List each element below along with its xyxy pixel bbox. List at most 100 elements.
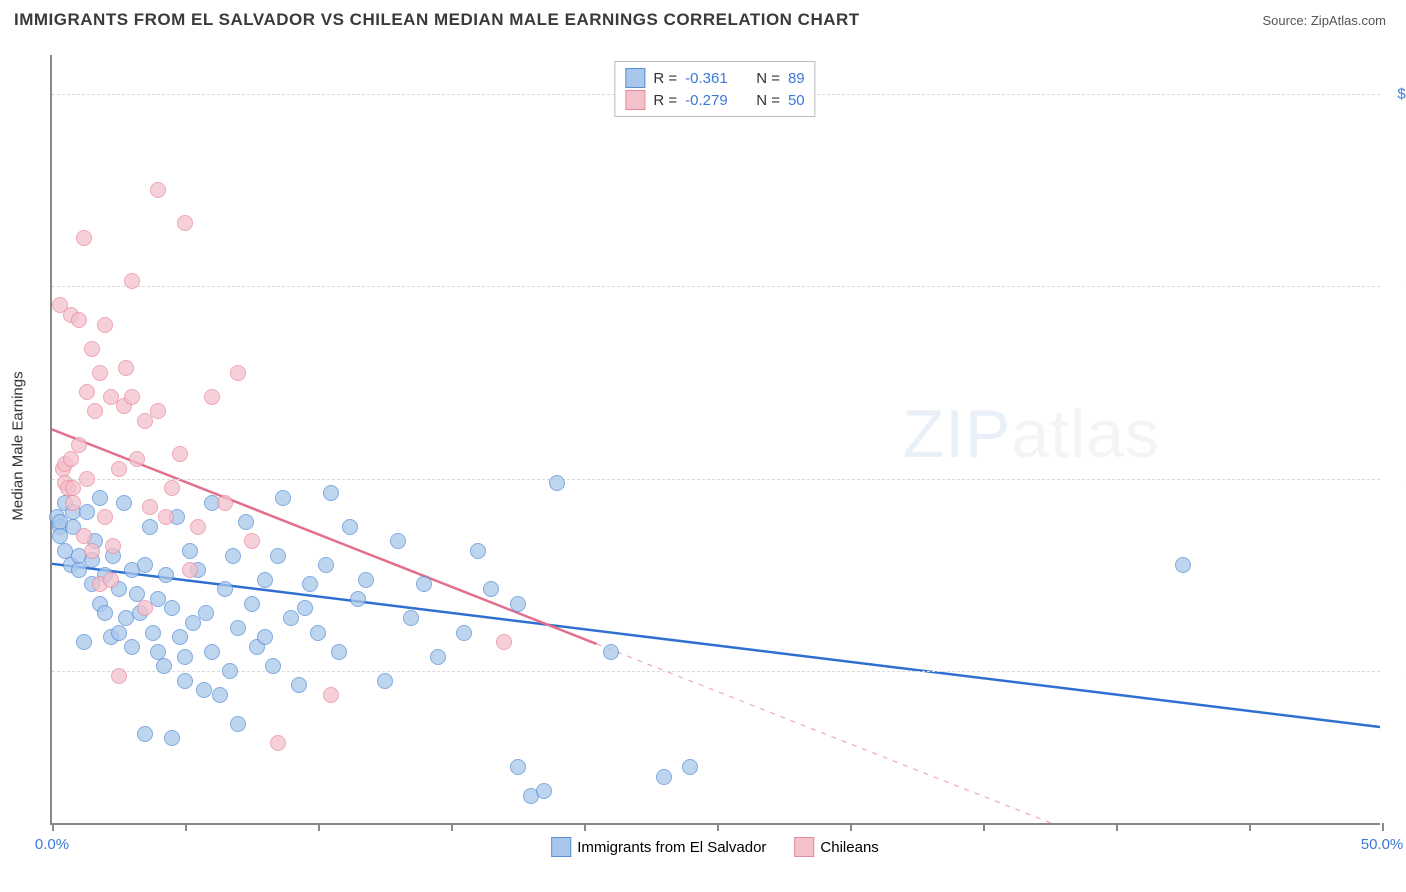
data-point <box>318 557 334 573</box>
data-point <box>137 557 153 573</box>
data-point <box>158 567 174 583</box>
data-point <box>97 317 113 333</box>
legend-stats: R = -0.361 N = 89R = -0.279 N = 50 <box>614 61 815 117</box>
data-point <box>204 644 220 660</box>
data-point <box>510 596 526 612</box>
y-tick-label: $60,000 <box>1388 470 1406 487</box>
data-point <box>496 634 512 650</box>
data-point <box>172 446 188 462</box>
data-point <box>87 403 103 419</box>
legend-label: Chileans <box>820 839 878 856</box>
data-point <box>97 605 113 621</box>
x-tick <box>1382 823 1384 831</box>
x-tick <box>1116 823 1118 831</box>
data-point <box>238 514 254 530</box>
data-point <box>390 533 406 549</box>
data-point <box>150 403 166 419</box>
source-label: Source: ZipAtlas.com <box>1262 13 1386 28</box>
data-point <box>265 658 281 674</box>
data-point <box>342 519 358 535</box>
data-point <box>156 658 172 674</box>
y-tick-label: $80,000 <box>1388 278 1406 295</box>
data-point <box>164 730 180 746</box>
data-point <box>145 625 161 641</box>
data-point <box>217 581 233 597</box>
data-point <box>142 499 158 515</box>
data-point <box>204 389 220 405</box>
data-point <box>656 769 672 785</box>
x-tick-label: 0.0% <box>35 836 69 853</box>
data-point <box>270 735 286 751</box>
x-tick <box>318 823 320 831</box>
data-point <box>71 312 87 328</box>
legend-swatch <box>625 68 645 88</box>
chart-title: IMMIGRANTS FROM EL SALVADOR VS CHILEAN M… <box>14 10 860 30</box>
data-point <box>124 273 140 289</box>
data-point <box>331 644 347 660</box>
legend-item: Immigrants from El Salvador <box>551 837 766 857</box>
data-point <box>84 543 100 559</box>
data-point <box>118 360 134 376</box>
data-point <box>103 572 119 588</box>
legend-label: Immigrants from El Salvador <box>577 839 766 856</box>
x-tick <box>717 823 719 831</box>
x-tick <box>584 823 586 831</box>
data-point <box>76 634 92 650</box>
data-point <box>137 600 153 616</box>
data-point <box>198 605 214 621</box>
data-point <box>682 759 698 775</box>
data-point <box>177 673 193 689</box>
data-point <box>350 591 366 607</box>
data-point <box>470 543 486 559</box>
data-point <box>430 649 446 665</box>
data-point <box>310 625 326 641</box>
data-point <box>302 576 318 592</box>
data-point <box>150 182 166 198</box>
data-point <box>549 475 565 491</box>
data-point <box>225 548 241 564</box>
gridline <box>52 671 1380 672</box>
data-point <box>603 644 619 660</box>
data-point <box>217 495 233 511</box>
data-point <box>244 533 260 549</box>
legend-swatch <box>625 90 645 110</box>
data-point <box>416 576 432 592</box>
data-point <box>182 543 198 559</box>
data-point <box>116 495 132 511</box>
legend-item: Chileans <box>794 837 878 857</box>
y-tick-label: $40,000 <box>1388 663 1406 680</box>
x-tick <box>983 823 985 831</box>
data-point <box>79 504 95 520</box>
data-point <box>230 716 246 732</box>
data-point <box>230 620 246 636</box>
data-point <box>275 490 291 506</box>
data-point <box>158 509 174 525</box>
data-point <box>142 519 158 535</box>
data-point <box>111 668 127 684</box>
data-point <box>297 600 313 616</box>
data-point <box>403 610 419 626</box>
data-point <box>244 596 260 612</box>
legend-series: Immigrants from El Salvador Chileans <box>551 837 879 857</box>
data-point <box>111 625 127 641</box>
data-point <box>196 682 212 698</box>
data-point <box>105 538 121 554</box>
data-point <box>257 572 273 588</box>
y-tick-label: $100,000 <box>1388 85 1406 102</box>
plot-region: $40,000$60,000$80,000$100,0000.0%50.0% <box>50 55 1380 825</box>
data-point <box>172 629 188 645</box>
data-point <box>230 365 246 381</box>
gridline <box>52 479 1380 480</box>
chart-area: $40,000$60,000$80,000$100,0000.0%50.0% Z… <box>50 55 1380 825</box>
data-point <box>137 726 153 742</box>
data-point <box>222 663 238 679</box>
data-point <box>483 581 499 597</box>
data-point <box>190 519 206 535</box>
data-point <box>164 600 180 616</box>
data-point <box>323 485 339 501</box>
trend-lines <box>52 55 1380 823</box>
y-axis-title: Median Male Earnings <box>10 371 27 520</box>
x-tick <box>185 823 187 831</box>
data-point <box>358 572 374 588</box>
legend-stat-row: R = -0.279 N = 50 <box>625 90 804 110</box>
